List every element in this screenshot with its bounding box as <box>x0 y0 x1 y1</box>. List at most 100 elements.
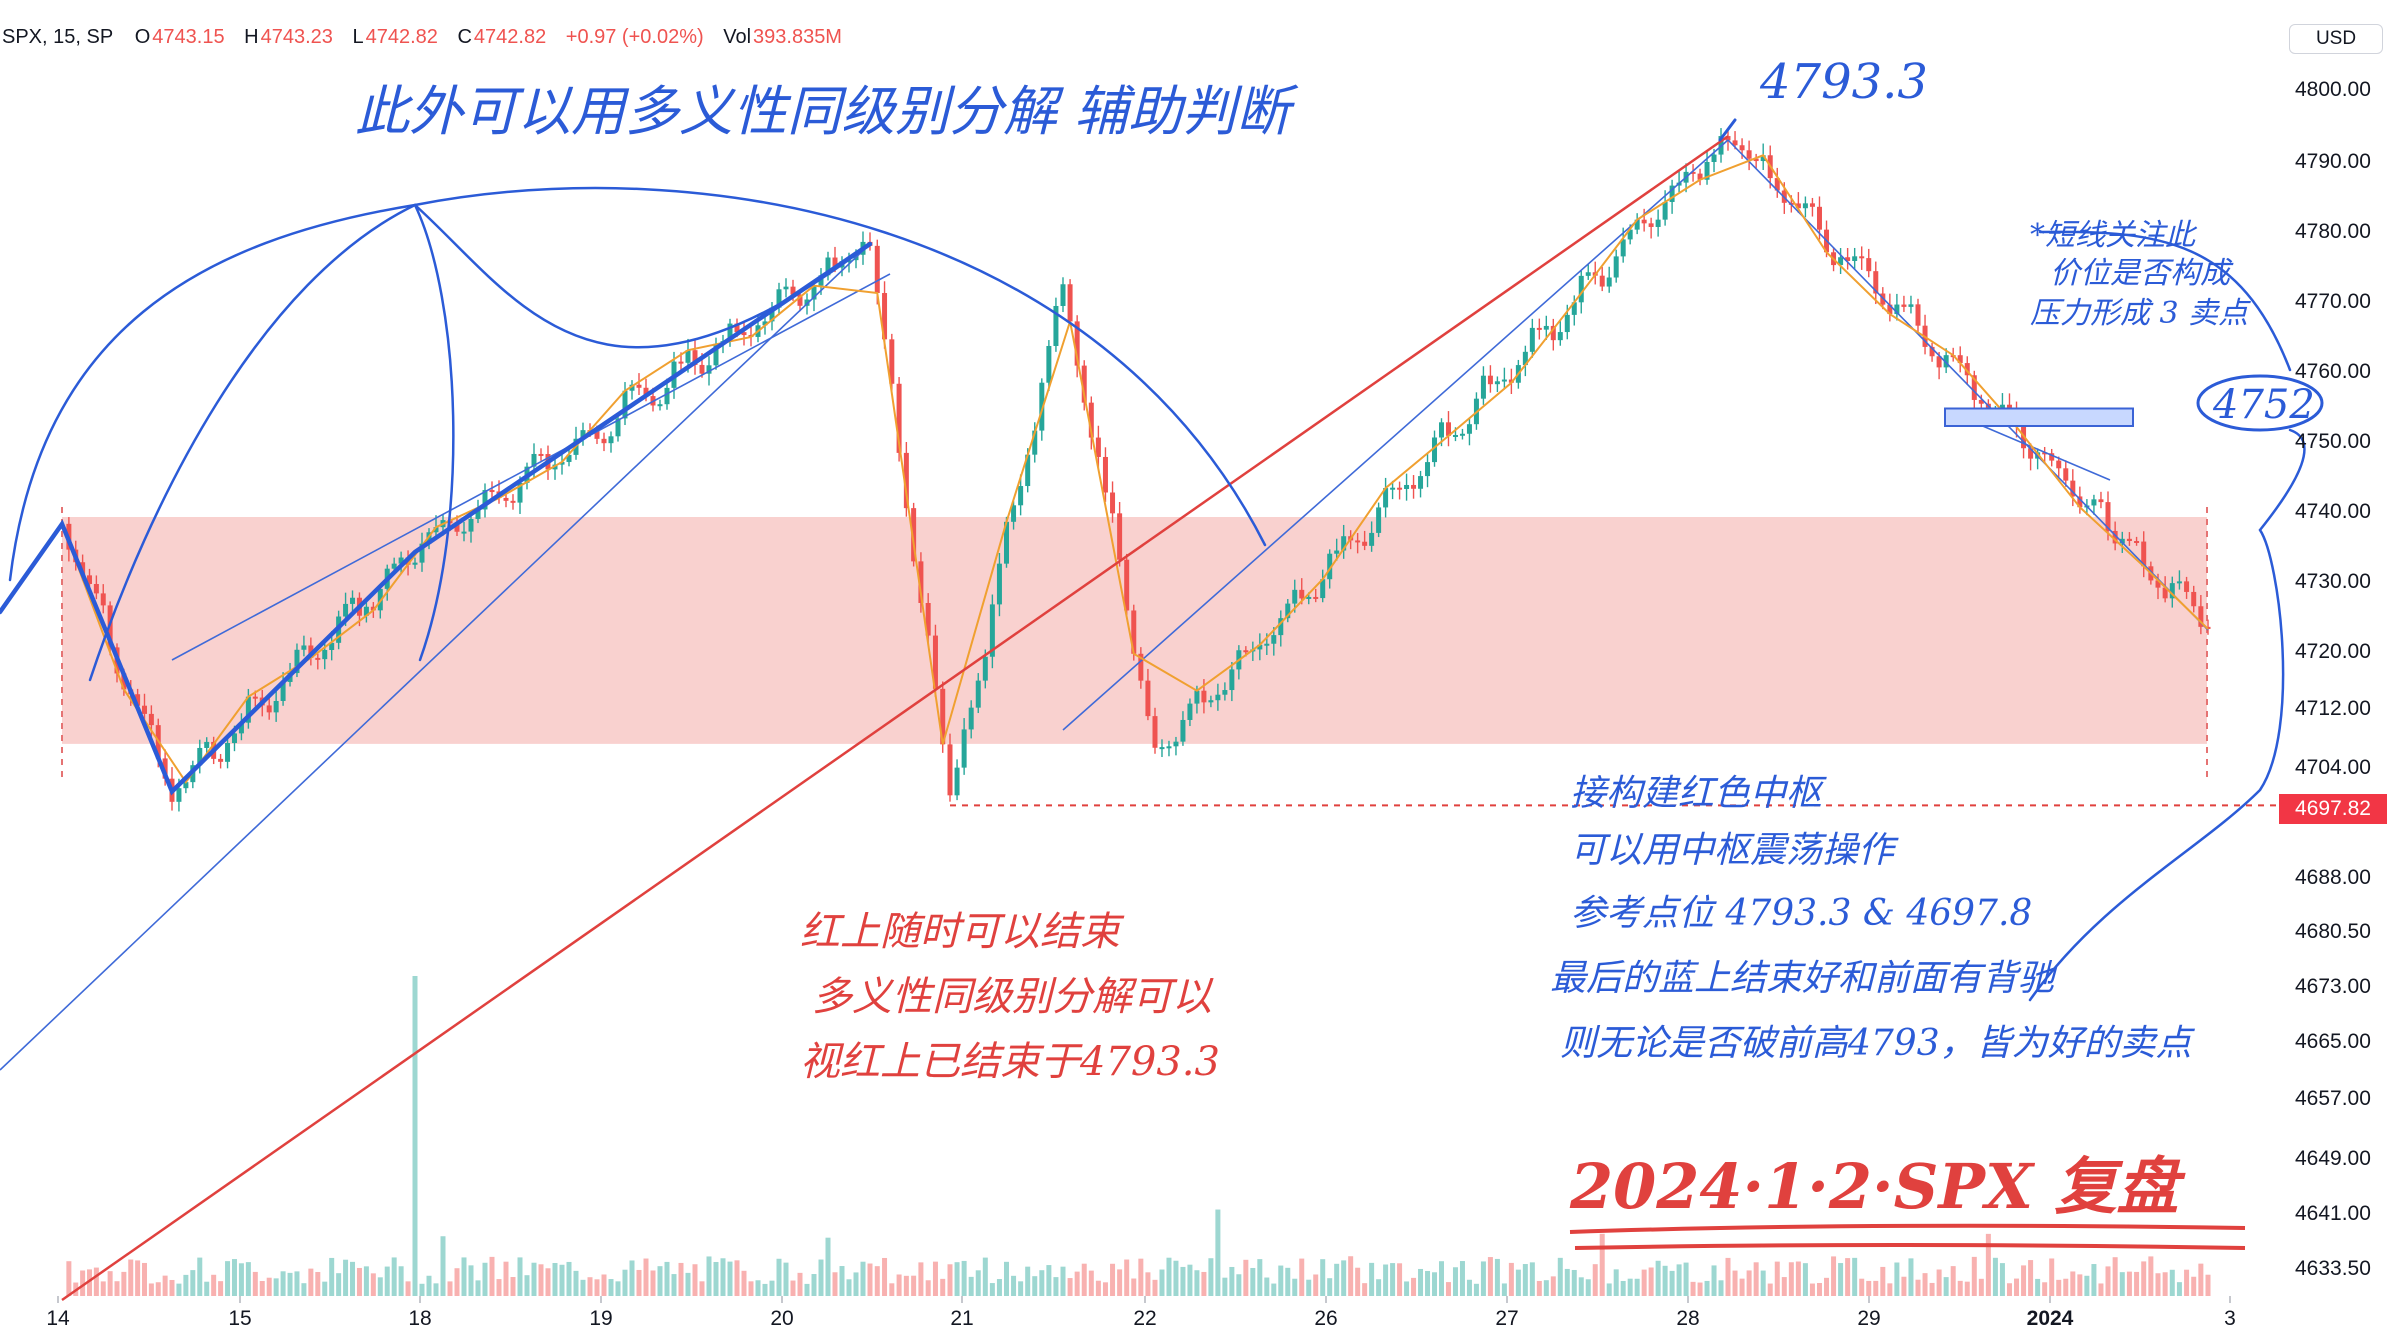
volume-bar <box>846 1279 852 1296</box>
candle-body <box>559 461 565 465</box>
candle-body <box>1522 351 1528 366</box>
volume-bar <box>1599 1233 1605 1296</box>
symbol-label: SPX, 15, SP <box>2 26 114 48</box>
y-tick-label: 4750.00 <box>2295 430 2371 453</box>
svg-text:视红上已结束于4793.3: 视红上已结束于4793.3 <box>800 1039 1220 1085</box>
candle-body <box>1838 257 1844 266</box>
volume-bar <box>2141 1261 2147 1296</box>
volume-bar <box>889 1283 895 1296</box>
volume-bar <box>860 1261 866 1296</box>
volume-bar <box>1655 1260 1661 1296</box>
x-tick-label: 28 <box>1676 1307 1699 1330</box>
candle-body <box>1264 643 1270 646</box>
volume-bar <box>169 1279 175 1296</box>
currency-button[interactable]: USD <box>2289 24 2383 54</box>
volume-bar <box>238 1263 244 1296</box>
candle-body <box>87 575 92 584</box>
candle-body <box>911 508 917 562</box>
volume-bar <box>1992 1257 1998 1296</box>
candle-body <box>1943 355 1949 368</box>
volume-bar <box>1466 1279 1472 1296</box>
volume-bar <box>1236 1274 1242 1296</box>
candle-body <box>643 387 649 397</box>
candle-body <box>790 286 796 295</box>
candle-body <box>363 606 369 616</box>
candle-body <box>580 430 586 439</box>
candle-body <box>1908 304 1914 307</box>
candle-body <box>1816 206 1822 230</box>
candle-body <box>1648 223 1654 227</box>
volume-bar <box>510 1277 516 1296</box>
volume-bar <box>1397 1263 1403 1296</box>
candle-body <box>1208 700 1214 703</box>
volume-bar <box>783 1262 789 1296</box>
volume-bar <box>218 1281 224 1296</box>
candle-body <box>996 563 1002 605</box>
candle-body <box>1606 277 1612 287</box>
volume-bar <box>1529 1262 1535 1296</box>
candle-body <box>1859 256 1865 259</box>
volume-bar <box>1866 1280 1872 1296</box>
y-tick-label: 4680.50 <box>2295 920 2371 943</box>
volume-bar <box>1124 1259 1130 1296</box>
volume-bar <box>734 1260 740 1296</box>
volume-bar <box>1753 1262 1759 1296</box>
blue-ink-strokes <box>0 118 2306 1002</box>
y-tick-label: 4720.00 <box>2295 640 2371 663</box>
volume-bar <box>1418 1268 1424 1296</box>
volume-bar <box>1578 1277 1584 1296</box>
candle-body <box>1411 484 1417 489</box>
candle-body <box>1418 476 1424 489</box>
volume-bar <box>363 1266 369 1296</box>
volume-bar <box>1515 1269 1521 1296</box>
candle-body <box>1466 424 1472 434</box>
candle-body <box>1004 521 1009 564</box>
volume-bar <box>1627 1278 1633 1296</box>
price-axis[interactable]: 4800.00 4790.00 4780.00 4770.00 4760.00 4750.… <box>2295 78 2371 1280</box>
volume-bar <box>947 1264 953 1296</box>
volume-bar <box>1067 1278 1073 1296</box>
candle-body <box>1046 345 1052 383</box>
volume-bar <box>1522 1264 1528 1296</box>
candle-body <box>2184 581 2190 592</box>
candle-body <box>685 350 691 363</box>
candle-body <box>1480 375 1486 399</box>
candle-body <box>706 365 712 374</box>
candle-body <box>482 490 488 510</box>
volume-bar <box>1201 1271 1207 1296</box>
candle-body <box>1067 284 1073 322</box>
candle-body <box>1271 635 1277 644</box>
volume-bar <box>1901 1276 1907 1296</box>
volume-bar <box>1404 1281 1410 1296</box>
volume-bar <box>1557 1257 1563 1296</box>
volume-bar <box>713 1261 719 1296</box>
volume-bar <box>664 1261 670 1296</box>
volume-bar <box>1445 1282 1451 1296</box>
candle-body <box>1285 603 1291 619</box>
candle-body <box>1725 136 1731 141</box>
blue-arc <box>8 186 1267 582</box>
candle-body <box>989 604 995 657</box>
time-axis[interactable]: 14 15 18 19 20 21 22 26 27 28 29 2024 3 <box>46 1296 2236 1330</box>
candle-body <box>889 339 895 384</box>
right-note-arrow <box>2038 230 2292 372</box>
volume-bar <box>839 1266 845 1296</box>
svg-text:可以用中枢震荡操作: 可以用中枢震荡操作 <box>1570 830 1899 871</box>
volume-bar <box>489 1256 495 1296</box>
candle-body <box>315 657 321 660</box>
candle-body <box>1341 536 1347 551</box>
candle-body <box>2198 606 2204 627</box>
candle-body <box>1501 379 1507 382</box>
candle-body <box>2162 587 2168 599</box>
volume-bar <box>1159 1269 1165 1296</box>
candle-body <box>266 705 272 713</box>
volume-bar <box>183 1274 189 1296</box>
volume-bar <box>2028 1260 2034 1296</box>
open-value: 4743.15 <box>152 26 225 48</box>
volume-bar <box>2126 1271 2132 1296</box>
volume-bar <box>1046 1265 1052 1296</box>
volume-bar <box>867 1263 873 1296</box>
candle-body <box>832 257 838 268</box>
candle-body <box>1243 650 1249 653</box>
